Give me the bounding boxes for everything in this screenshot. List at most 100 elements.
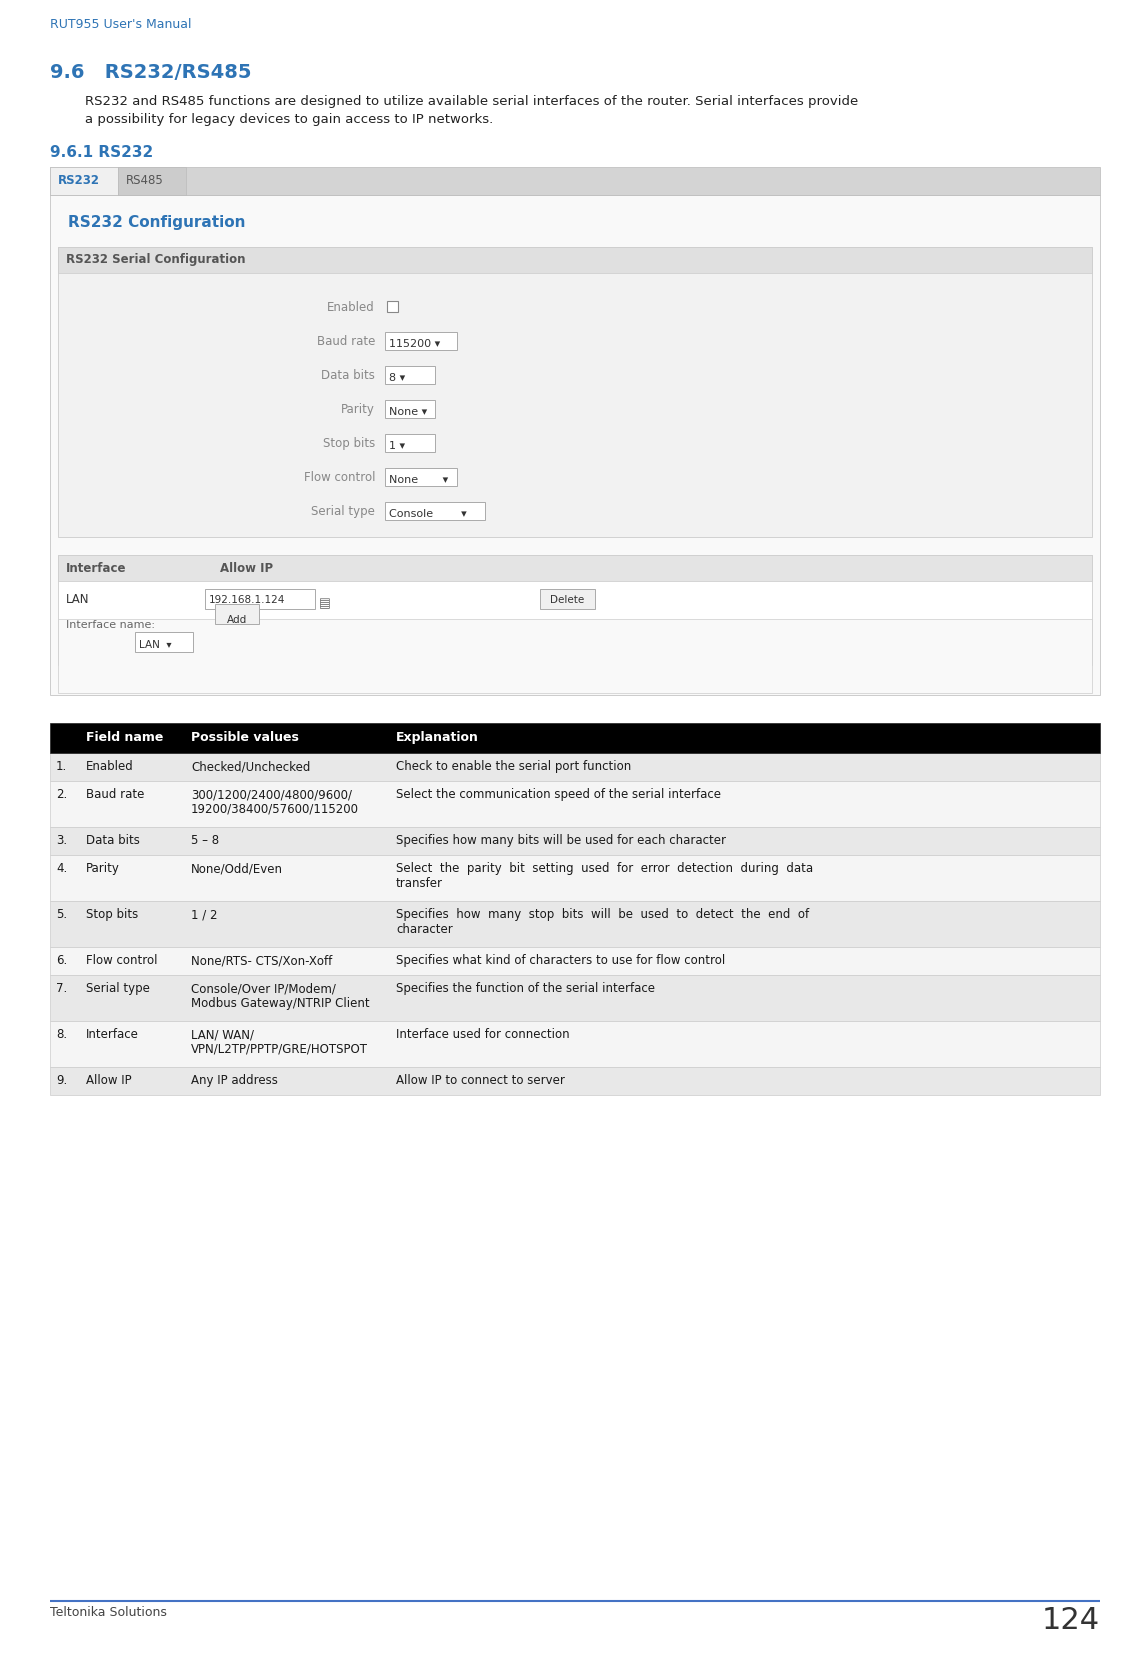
Bar (206, 588, 315, 608)
Text: 192.168.1.124: 192.168.1.124 (209, 595, 286, 605)
Text: Console/Over IP/Modem/: Console/Over IP/Modem/ (191, 982, 336, 995)
Text: Baud rate: Baud rate (86, 788, 144, 802)
Text: 8.: 8. (56, 1028, 67, 1041)
Text: Interface: Interface (66, 562, 127, 575)
Bar (58, 555, 1092, 580)
Bar (50, 754, 1100, 780)
Text: Data bits: Data bits (86, 835, 139, 846)
Text: Delete: Delete (550, 595, 585, 605)
Text: 115200 ▾: 115200 ▾ (389, 339, 441, 349)
Bar (385, 365, 435, 383)
Text: Stop bits: Stop bits (86, 907, 138, 921)
Text: Add: Add (227, 615, 247, 625)
Text: Enabled: Enabled (86, 760, 134, 774)
Text: None/Odd/Even: None/Odd/Even (191, 861, 283, 874)
Text: transfer: transfer (396, 878, 443, 889)
Text: LAN/ WAN/: LAN/ WAN/ (191, 1028, 254, 1041)
Text: Specifies  how  many  stop  bits  will  be  used  to  detect  the  end  of: Specifies how many stop bits will be use… (396, 907, 810, 921)
Text: Any IP address: Any IP address (191, 1074, 278, 1088)
Text: 1 / 2: 1 / 2 (191, 907, 217, 921)
Bar (385, 435, 435, 451)
Bar (215, 603, 259, 623)
Text: Baud rate: Baud rate (316, 336, 375, 349)
Text: Field name: Field name (86, 731, 163, 744)
Bar (58, 555, 1092, 665)
Bar (385, 400, 435, 418)
Text: RS232: RS232 (58, 174, 100, 187)
Bar (387, 301, 399, 312)
Text: Serial type: Serial type (311, 506, 375, 517)
Bar (50, 167, 118, 195)
Bar (50, 975, 1100, 1022)
Text: None/RTS- CTS/Xon-Xoff: None/RTS- CTS/Xon-Xoff (191, 954, 332, 967)
Bar (135, 631, 193, 651)
Text: Parity: Parity (86, 861, 120, 874)
Bar (50, 167, 1100, 195)
Bar (385, 468, 457, 486)
Text: Select  the  parity  bit  setting  used  for  error  detection  during  data: Select the parity bit setting used for e… (396, 861, 813, 874)
Text: 5.: 5. (56, 907, 67, 921)
Text: LAN: LAN (66, 593, 89, 607)
Text: Console        ▾: Console ▾ (389, 509, 467, 519)
Bar (50, 855, 1100, 901)
Text: Interface name:: Interface name: (66, 620, 155, 630)
Text: Specifies what kind of characters to use for flow control: Specifies what kind of characters to use… (396, 954, 725, 967)
Text: 124: 124 (1042, 1607, 1100, 1635)
Text: 1 ▾: 1 ▾ (389, 441, 405, 451)
Text: Interface: Interface (86, 1028, 139, 1041)
Text: 9.6.1 RS232: 9.6.1 RS232 (50, 145, 153, 160)
Text: Checked/Unchecked: Checked/Unchecked (191, 760, 311, 774)
Text: RS232 Configuration: RS232 Configuration (69, 215, 246, 230)
Text: 1.: 1. (56, 760, 67, 774)
Text: 3.: 3. (56, 835, 67, 846)
Bar (50, 780, 1100, 826)
Text: Flow control: Flow control (304, 471, 375, 484)
Text: RS232 Serial Configuration: RS232 Serial Configuration (66, 253, 246, 266)
Bar (50, 1066, 1100, 1094)
Text: Select the communication speed of the serial interface: Select the communication speed of the se… (396, 788, 721, 802)
Bar (50, 722, 1100, 754)
Text: Allow IP: Allow IP (86, 1074, 131, 1088)
Text: Interface used for connection: Interface used for connection (396, 1028, 570, 1041)
Text: Modbus Gateway/NTRIP Client: Modbus Gateway/NTRIP Client (191, 997, 370, 1010)
Bar (58, 246, 1092, 273)
Bar (540, 588, 595, 608)
Text: ▤: ▤ (319, 597, 331, 610)
Text: 2.: 2. (56, 788, 67, 802)
Bar (58, 613, 1092, 693)
Bar (50, 1022, 1100, 1066)
Text: Possible values: Possible values (191, 731, 299, 744)
Bar (118, 167, 186, 195)
Text: Serial type: Serial type (86, 982, 150, 995)
Bar (50, 826, 1100, 855)
Text: Data bits: Data bits (321, 369, 375, 382)
Text: 9.6   RS232/RS485: 9.6 RS232/RS485 (50, 63, 251, 83)
Text: 9.: 9. (56, 1074, 67, 1088)
Bar (50, 947, 1100, 975)
Text: 8 ▾: 8 ▾ (389, 374, 405, 383)
Text: a possibility for legacy devices to gain access to IP networks.: a possibility for legacy devices to gain… (85, 112, 493, 126)
Text: 19200/38400/57600/115200: 19200/38400/57600/115200 (191, 803, 359, 817)
Text: RUT955 User's Manual: RUT955 User's Manual (50, 18, 192, 31)
Text: 6.: 6. (56, 954, 67, 967)
Text: 7.: 7. (56, 982, 67, 995)
Text: Explanation: Explanation (396, 731, 478, 744)
Bar (58, 580, 1092, 618)
Text: RS232 and RS485 functions are designed to utilize available serial interfaces of: RS232 and RS485 functions are designed t… (85, 94, 859, 107)
Text: character: character (396, 922, 452, 936)
Text: Allow IP to connect to server: Allow IP to connect to server (396, 1074, 565, 1088)
Bar (58, 246, 1092, 537)
Text: Enabled: Enabled (328, 301, 375, 314)
Text: Parity: Parity (341, 403, 375, 417)
Text: Flow control: Flow control (86, 954, 158, 967)
Bar (385, 503, 485, 521)
Text: LAN  ▾: LAN ▾ (139, 640, 171, 650)
Bar (50, 195, 1100, 694)
Text: Specifies the function of the serial interface: Specifies the function of the serial int… (396, 982, 656, 995)
Text: Teltonika Solutions: Teltonika Solutions (50, 1607, 167, 1618)
Text: Specifies how many bits will be used for each character: Specifies how many bits will be used for… (396, 835, 726, 846)
Text: RS485: RS485 (126, 174, 163, 187)
Text: Allow IP: Allow IP (220, 562, 273, 575)
Text: None ▾: None ▾ (389, 407, 427, 417)
Text: 4.: 4. (56, 861, 67, 874)
